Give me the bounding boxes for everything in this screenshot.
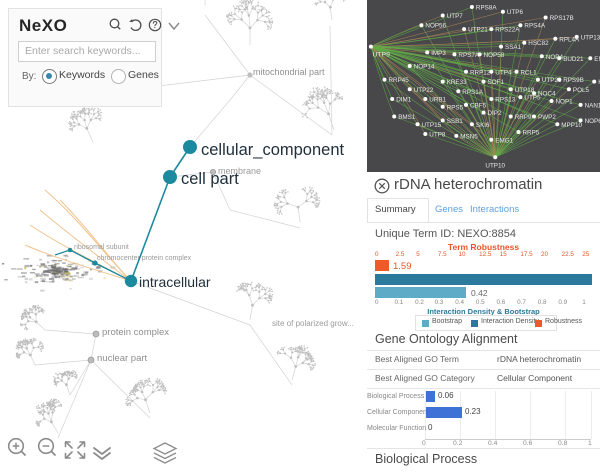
svg-text:SSA1: SSA1 bbox=[505, 44, 522, 51]
svg-text:RRP45: RRP45 bbox=[389, 77, 410, 84]
svg-text:DIP2: DIP2 bbox=[488, 110, 502, 117]
svg-text:RPS4A: RPS4A bbox=[524, 23, 545, 30]
svg-text:NOP1: NOP1 bbox=[556, 99, 574, 106]
svg-text:RCL1: RCL1 bbox=[521, 69, 538, 76]
svg-text:UTP8: UTP8 bbox=[429, 132, 446, 139]
svg-text:UTP13: UTP13 bbox=[581, 34, 600, 41]
svg-text:RPS1A: RPS1A bbox=[462, 89, 483, 96]
svg-text:BUD21: BUD21 bbox=[563, 56, 584, 63]
svg-text:NAN1: NAN1 bbox=[585, 102, 600, 109]
svg-text:UTP22: UTP22 bbox=[414, 87, 434, 94]
svg-text:HSC82: HSC82 bbox=[528, 40, 549, 47]
svg-text:IMP3: IMP3 bbox=[431, 50, 446, 57]
svg-text:NOC4: NOC4 bbox=[538, 91, 556, 98]
svg-text:UTP21: UTP21 bbox=[468, 27, 488, 34]
svg-text:UTP20: UTP20 bbox=[542, 77, 562, 84]
svg-text:UTP10: UTP10 bbox=[485, 162, 505, 169]
svg-text:RPS22A: RPS22A bbox=[495, 27, 520, 34]
svg-text:RPS8A: RPS8A bbox=[476, 5, 497, 12]
svg-text:URB1: URB1 bbox=[429, 97, 446, 104]
svg-text:UTP15: UTP15 bbox=[422, 122, 442, 129]
svg-text:SOF1: SOF1 bbox=[488, 79, 505, 86]
svg-text:EMG1: EMG1 bbox=[495, 137, 513, 144]
svg-text:DIM1: DIM1 bbox=[396, 97, 412, 104]
svg-text:RPL4A: RPL4A bbox=[559, 36, 580, 43]
svg-text:POL5: POL5 bbox=[573, 87, 590, 94]
svg-text:SKI6: SKI6 bbox=[476, 122, 490, 129]
svg-text:UTP6: UTP6 bbox=[507, 9, 524, 16]
svg-text:MPP10: MPP10 bbox=[561, 122, 582, 129]
svg-text:UTP18: UTP18 bbox=[515, 87, 535, 94]
svg-text:MSN5: MSN5 bbox=[460, 133, 478, 140]
svg-text:RRP5: RRP5 bbox=[523, 130, 540, 137]
svg-text:BMS1: BMS1 bbox=[398, 114, 416, 121]
svg-text:KRE33: KRE33 bbox=[447, 79, 467, 86]
svg-text:RPS9B: RPS9B bbox=[563, 77, 584, 84]
svg-text:RPS5: RPS5 bbox=[447, 104, 464, 111]
svg-text:UTP4: UTP4 bbox=[495, 69, 512, 76]
svg-text:PWP2: PWP2 bbox=[538, 114, 556, 121]
svg-text:UTP5: UTP5 bbox=[524, 95, 541, 102]
svg-text:RPS17B: RPS17B bbox=[550, 15, 574, 22]
svg-text:UTP9: UTP9 bbox=[373, 52, 391, 59]
svg-text:NOP4: NOP4 bbox=[546, 54, 564, 61]
svg-text:RPS7A: RPS7A bbox=[458, 52, 479, 59]
svg-text:ENP1: ENP1 bbox=[594, 56, 600, 63]
svg-text:RRP12: RRP12 bbox=[470, 69, 491, 76]
svg-text:UTP7: UTP7 bbox=[447, 13, 464, 20]
svg-text:NOP6: NOP6 bbox=[585, 118, 600, 125]
svg-text:RRP9: RRP9 bbox=[515, 114, 532, 121]
svg-text:RPS13: RPS13 bbox=[495, 97, 515, 104]
svg-text:NOP14: NOP14 bbox=[414, 64, 435, 71]
svg-text:SSB1: SSB1 bbox=[447, 118, 464, 125]
svg-text:NOP58: NOP58 bbox=[484, 52, 505, 59]
svg-text:NOP56: NOP56 bbox=[425, 23, 446, 30]
svg-text:CBF5: CBF5 bbox=[470, 102, 487, 109]
